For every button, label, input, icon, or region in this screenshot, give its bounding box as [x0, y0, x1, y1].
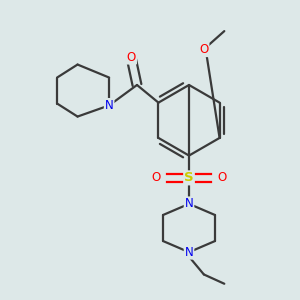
Text: O: O: [127, 51, 136, 64]
Text: O: O: [199, 43, 208, 56]
Text: N: N: [184, 197, 194, 210]
Text: N: N: [184, 246, 194, 259]
Text: S: S: [184, 171, 194, 184]
Text: N: N: [105, 99, 113, 112]
Text: O: O: [217, 171, 226, 184]
Text: O: O: [152, 171, 161, 184]
